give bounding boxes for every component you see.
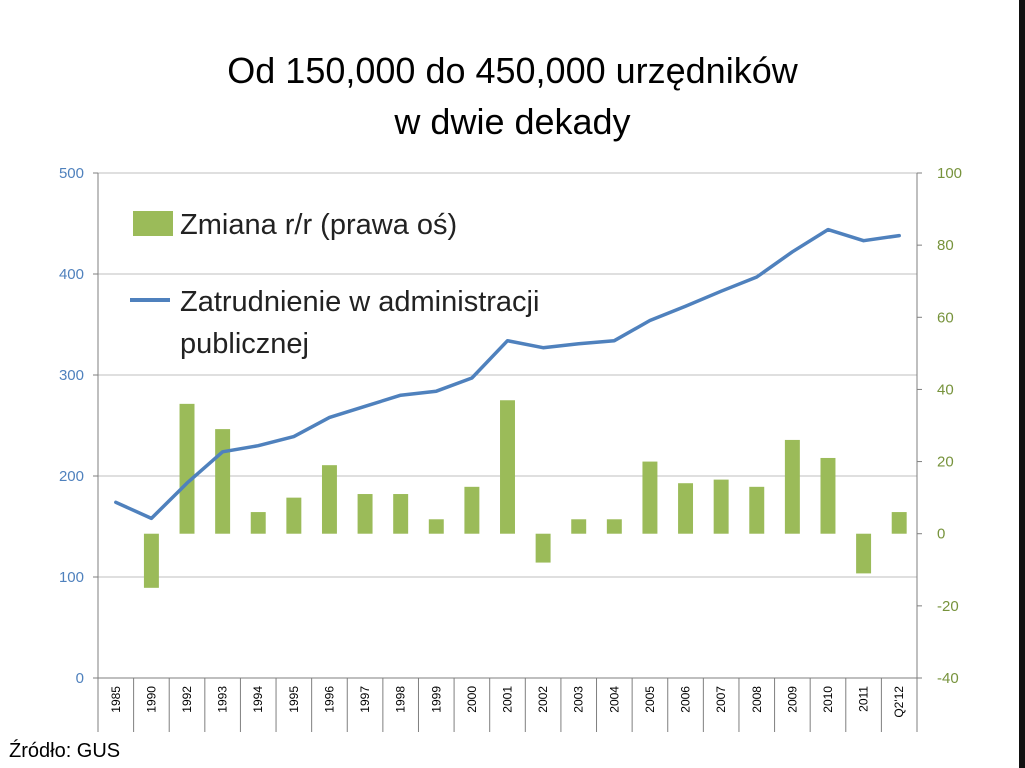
x-axis-tick-label: 2008 (750, 686, 764, 713)
bar (535, 533, 551, 563)
x-axis-tick-label: 1999 (429, 686, 443, 713)
bar (143, 533, 159, 588)
x-axis-tick-label: 2006 (679, 686, 693, 713)
bar (891, 512, 907, 534)
chart-title-line-1: Od 150,000 do 450,000 urzędników (227, 50, 798, 91)
x-axis-tick-label: 2001 (501, 686, 515, 713)
right-axis-tick-label: 80 (937, 237, 954, 254)
legend-line-label-line-2: publicznej (180, 328, 309, 360)
line-series (114, 227, 901, 521)
x-axis-tick-label: 2011 (857, 686, 871, 712)
right-axis-tick-label: -40 (937, 670, 959, 687)
left-axis-tick-label: 500 (59, 165, 84, 182)
x-axis-tick-label: 1990 (144, 686, 158, 713)
x-axis-tick-label: 1998 (394, 686, 408, 713)
bar (606, 519, 622, 534)
x-axis-tick-label: 2002 (536, 686, 550, 713)
chart-title-line-2: w dwie dekady (394, 101, 631, 142)
x-axis-tick-label: 2003 (572, 686, 586, 713)
left-axis-tick-label: 0 (76, 670, 84, 687)
x-axis-tick-label: Q2'12 (892, 686, 906, 718)
x-axis-tick-label: 2000 (465, 686, 479, 713)
right-edge-border (1019, 0, 1025, 768)
right-axis-tick-label: 40 (937, 381, 954, 398)
x-axis-tick-label: 2005 (643, 686, 657, 713)
right-axis-tick-label: 100 (937, 165, 962, 182)
line-path (114, 227, 901, 521)
right-axis-tick-label: 20 (937, 454, 954, 471)
bar (179, 403, 195, 534)
bar (856, 533, 872, 574)
x-axis-tick-label: 1997 (358, 686, 372, 713)
bar (713, 479, 729, 534)
left-axis-tick-label: 100 (59, 569, 84, 586)
right-axis-tick-label: 60 (937, 309, 954, 326)
source-note: Źródło: GUS (9, 740, 121, 762)
bar (321, 465, 337, 534)
bar (393, 494, 409, 534)
x-axis-tick-label: 1994 (251, 686, 265, 713)
bar (500, 400, 515, 534)
bar (357, 494, 373, 534)
axes: 0 100 200 300 400 500 -40 -20 0 20 40 60 80 100 1985 19… (59, 165, 962, 732)
left-axis-tick-label: 300 (59, 367, 84, 384)
bar (428, 519, 444, 534)
legend-line-label-line-1: Zatrudnienie w administracji (180, 286, 539, 318)
right-axis-tick-label: -20 (937, 598, 959, 615)
x-axis-tick-label: 2007 (714, 686, 728, 713)
x-axis-tick-label: 2009 (785, 686, 799, 713)
bar (784, 439, 800, 534)
bar (215, 429, 231, 534)
bar (749, 486, 765, 534)
bar (678, 483, 694, 534)
right-axis-tick-label: 0 (937, 526, 945, 543)
bar (571, 519, 587, 534)
bar (464, 486, 480, 534)
x-axis-tick-label: 2010 (821, 686, 835, 713)
legend-bar-swatch (133, 211, 173, 236)
legend: Zmiana r/r (prawa oś) Zatrudnienie w adm… (130, 209, 539, 360)
x-axis-tick-label: 2004 (607, 686, 621, 713)
bar (286, 497, 302, 534)
x-axis-tick-label: 1996 (322, 686, 336, 713)
bar (820, 457, 836, 534)
combo-chart: 0 100 200 300 400 500 -40 -20 0 20 40 60 80 100 1985 19… (59, 165, 962, 732)
legend-bar-label: Zmiana r/r (prawa oś) (180, 209, 457, 241)
bar (250, 512, 266, 534)
bar (642, 461, 658, 534)
x-axis-tick-label: 1992 (180, 686, 194, 713)
left-axis-tick-label: 400 (59, 266, 84, 283)
x-axis-tick-label: 1985 (109, 686, 123, 713)
x-axis-tick-label: 1993 (216, 686, 230, 713)
left-axis-tick-label: 200 (59, 468, 84, 485)
bar-series (143, 400, 907, 588)
x-axis-tick-label: 1995 (287, 686, 301, 713)
